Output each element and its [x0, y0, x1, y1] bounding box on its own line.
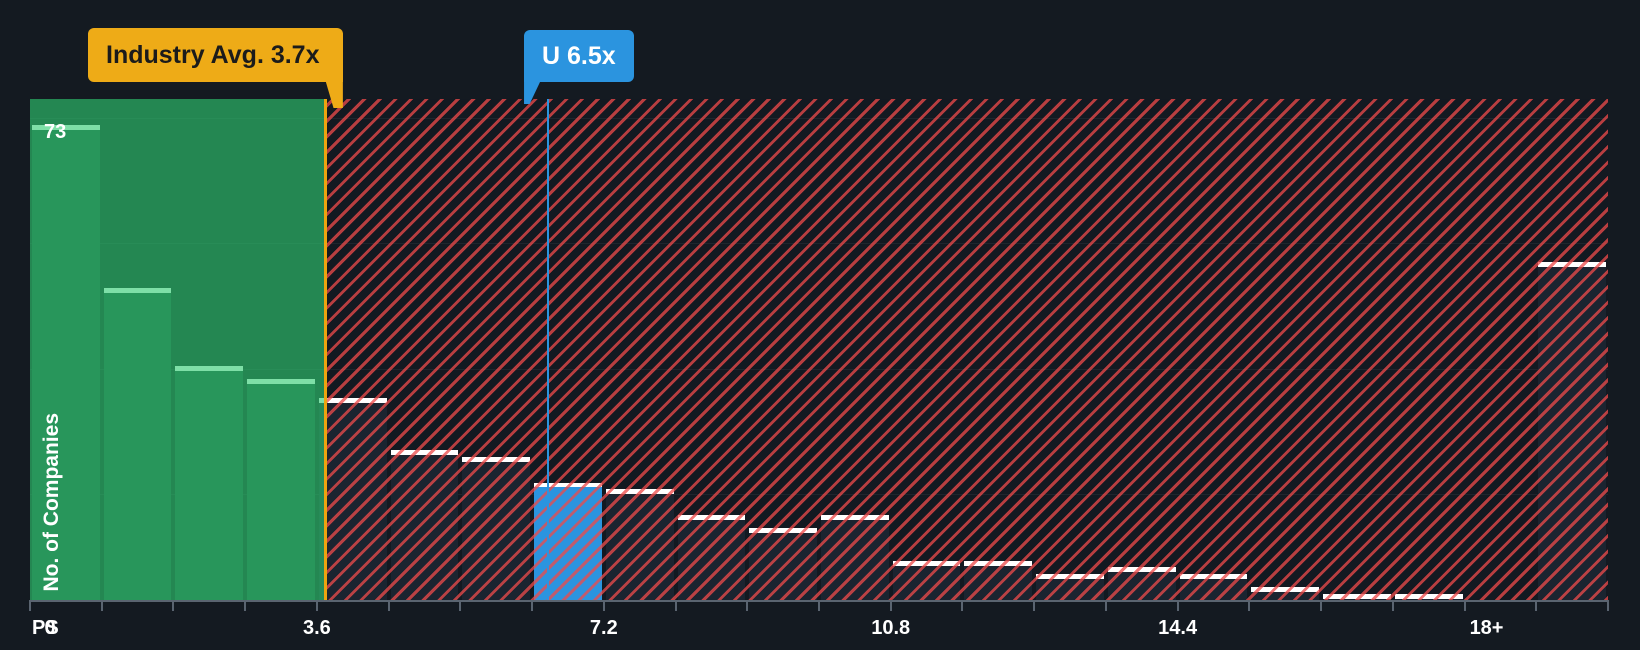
plot-area: 73 No. of Companies	[30, 99, 1608, 600]
x-axis-tick	[1463, 600, 1466, 611]
x-axis-tick	[818, 600, 820, 611]
company-callout-label: U 6.5x	[542, 41, 616, 70]
x-axis-label: 7.2	[589, 617, 618, 639]
x-axis-tick	[674, 600, 677, 611]
histogram-bar[interactable]	[892, 560, 961, 600]
bar-cap	[103, 287, 172, 293]
max-value-label: 73	[44, 121, 67, 143]
bar-cap	[462, 456, 531, 462]
x-axis-label: 0	[44, 617, 56, 639]
x-axis-tick	[1176, 600, 1179, 611]
x-axis-tick	[1033, 600, 1036, 611]
histogram-bar[interactable]	[964, 560, 1033, 600]
x-axis-label: 10.8	[871, 617, 911, 639]
gridline	[30, 118, 1608, 119]
x-axis-label: 18+	[1469, 617, 1504, 639]
histogram-bar[interactable]	[1179, 573, 1248, 600]
x-axis-tick	[1104, 600, 1107, 611]
x-axis-tick	[29, 600, 31, 611]
x-axis-label: 3.6	[303, 617, 331, 639]
x-axis-tick	[1320, 600, 1323, 611]
bar-cap	[821, 515, 889, 521]
x-axis-tick	[1607, 600, 1609, 611]
histogram-bar[interactable]	[247, 378, 315, 600]
bar-cap	[892, 560, 961, 566]
x-axis-tick	[459, 600, 462, 611]
histogram-bar[interactable]	[1538, 261, 1606, 600]
histogram-bar[interactable]	[318, 398, 387, 600]
x-axis-label: 14.4	[1158, 617, 1198, 639]
company-callout[interactable]: U 6.5x	[524, 30, 634, 104]
industry-average-callout[interactable]: Industry Avg. 3.7x	[88, 28, 343, 108]
y-axis-title: No. of Companies	[40, 413, 63, 592]
x-axis-tick	[315, 600, 318, 611]
bar-cap	[677, 515, 746, 521]
gridline	[30, 368, 1608, 370]
histogram-bar[interactable]	[390, 450, 459, 600]
bar-cap	[318, 398, 387, 404]
histogram-bar[interactable]	[1107, 567, 1176, 600]
bar-cap	[964, 560, 1033, 566]
x-axis-tick	[889, 600, 892, 611]
histogram-bar[interactable]	[462, 456, 531, 600]
histogram-bar[interactable]	[1251, 587, 1320, 600]
x-axis-tick	[1535, 600, 1538, 611]
bar-cap	[1538, 261, 1606, 267]
bar-cap	[1036, 573, 1104, 579]
histogram-bar[interactable]	[534, 482, 602, 600]
industry-average-line	[323, 99, 327, 600]
x-axis-tick	[1248, 600, 1251, 611]
x-axis-tick	[1391, 600, 1394, 611]
x-axis-tick	[172, 600, 175, 611]
bar-cap	[175, 365, 244, 371]
x-axis-tick	[100, 600, 103, 611]
x-axis-prefix-label: PS	[32, 617, 59, 639]
histogram-bar[interactable]	[175, 365, 244, 600]
x-axis-tick	[387, 600, 390, 611]
histogram-bar[interactable]	[677, 515, 746, 600]
histogram-bar[interactable]	[1036, 573, 1104, 600]
x-axis-tick	[602, 600, 605, 611]
bar-cap	[247, 378, 315, 384]
company-marker-line	[547, 99, 550, 600]
bar-cap	[1323, 593, 1391, 599]
bar-cap	[605, 489, 674, 495]
bar-cap	[749, 528, 817, 534]
bar-cap	[534, 482, 602, 487]
gridline	[30, 243, 1608, 245]
bar-cap	[1107, 567, 1176, 573]
industry-average-callout-label: Industry Avg. 3.7x	[106, 40, 320, 69]
x-axis-tick	[746, 600, 749, 611]
bar-cap	[1179, 573, 1248, 579]
bar-cap	[1251, 587, 1320, 592]
histogram-bar[interactable]	[103, 287, 172, 600]
histogram-bar[interactable]	[749, 528, 817, 600]
x-axis-tick	[531, 600, 534, 611]
bar-cap	[390, 450, 459, 456]
x-axis-tick	[244, 600, 247, 611]
histogram-bar[interactable]	[605, 489, 674, 600]
x-axis-tick	[961, 600, 964, 611]
histogram-bar[interactable]	[821, 515, 889, 600]
bar-cap	[1394, 593, 1463, 599]
